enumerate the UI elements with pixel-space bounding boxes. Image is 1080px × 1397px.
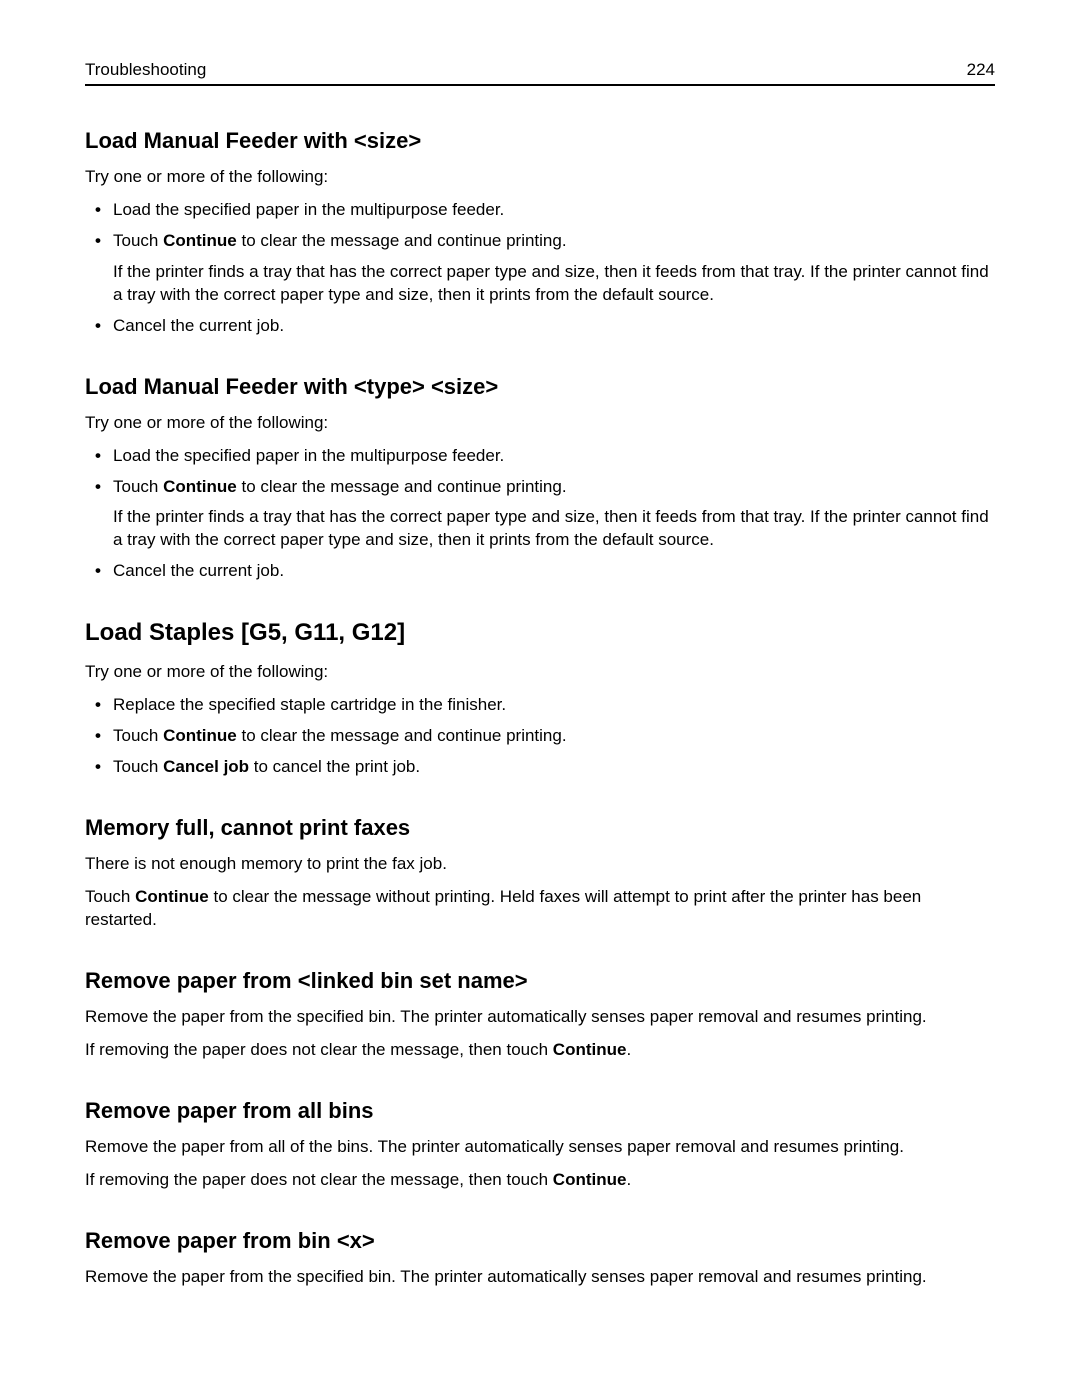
section-heading: Load Manual Feeder with <size> <box>85 128 995 154</box>
bullet-list: Load the specified paper in the multipur… <box>85 199 995 338</box>
section: Load Manual Feeder with <size> Try one or… <box>85 128 995 338</box>
section-intro: Try one or more of the following: <box>85 661 995 684</box>
page: Troubleshooting 224 Load Manual Feeder w… <box>0 0 1080 1349</box>
list-item: Load the specified paper in the multipur… <box>113 199 995 222</box>
list-item-post: to cancel the print job. <box>249 757 420 776</box>
list-item: Touch Cancel job to cancel the print job… <box>113 756 995 779</box>
section: Memory full, cannot print faxes There is … <box>85 815 995 932</box>
list-item: Load the specified paper in the multipur… <box>113 445 995 468</box>
list-item: Touch Continue to clear the message and … <box>113 230 995 307</box>
section-intro: Try one or more of the following: <box>85 412 995 435</box>
list-item-post: to clear the message and continue printi… <box>237 231 567 250</box>
paragraph: Remove the paper from the specified bin.… <box>85 1266 995 1289</box>
list-item-text: Cancel the current job. <box>113 316 284 335</box>
list-item-post: to clear the message and continue printi… <box>237 726 567 745</box>
section: Load Manual Feeder with <type> <size> Try… <box>85 374 995 584</box>
paragraph-text: Remove the paper from the specified bin.… <box>85 1007 927 1026</box>
list-item-text: Load the specified paper in the multipur… <box>113 200 504 219</box>
section-heading: Remove paper from <linked bin set name> <box>85 968 995 994</box>
page-header: Troubleshooting 224 <box>85 60 995 86</box>
list-item: Touch Continue to clear the message and … <box>113 725 995 748</box>
list-item-bold: Continue <box>163 477 237 496</box>
header-section-title: Troubleshooting <box>85 60 206 80</box>
paragraph-bold: Continue <box>553 1040 627 1059</box>
section: Remove paper from all bins Remove the pap… <box>85 1098 995 1192</box>
list-item-pre: Touch <box>113 757 163 776</box>
list-item-sub: If the printer finds a tray that has the… <box>113 261 995 307</box>
list-item-bold: Continue <box>163 726 237 745</box>
section-heading: Load Staples [G5, G11, G12] <box>85 619 995 647</box>
paragraph: Remove the paper from all of the bins. T… <box>85 1136 995 1159</box>
section-heading: Memory full, cannot print faxes <box>85 815 995 841</box>
list-item-text: Load the specified paper in the multipur… <box>113 446 504 465</box>
paragraph: There is not enough memory to print the … <box>85 853 995 876</box>
section-heading: Remove paper from bin <x> <box>85 1228 995 1254</box>
header-page-number: 224 <box>967 60 995 80</box>
paragraph-pre: If removing the paper does not clear the… <box>85 1040 553 1059</box>
list-item-post: to clear the message and continue printi… <box>237 477 567 496</box>
section: Remove paper from bin <x> Remove the pape… <box>85 1228 995 1289</box>
section: Load Staples [G5, G11, G12] Try one or mo… <box>85 619 995 779</box>
paragraph-text: Remove the paper from the specified bin.… <box>85 1267 927 1286</box>
list-item: Cancel the current job. <box>113 560 995 583</box>
paragraph-post: to clear the message without printing. H… <box>85 887 921 929</box>
list-item-pre: Touch <box>113 726 163 745</box>
list-item-pre: Touch <box>113 477 163 496</box>
paragraph: Touch Continue to clear the message with… <box>85 886 995 932</box>
paragraph-post: . <box>626 1170 631 1189</box>
paragraph: If removing the paper does not clear the… <box>85 1169 995 1192</box>
paragraph-text: Remove the paper from all of the bins. T… <box>85 1137 904 1156</box>
list-item-pre: Touch <box>113 231 163 250</box>
list-item-text: Cancel the current job. <box>113 561 284 580</box>
section-heading: Load Manual Feeder with <type> <size> <box>85 374 995 400</box>
section-heading: Remove paper from all bins <box>85 1098 995 1124</box>
list-item-sub: If the printer finds a tray that has the… <box>113 506 995 552</box>
paragraph: Remove the paper from the specified bin.… <box>85 1006 995 1029</box>
bullet-list: Load the specified paper in the multipur… <box>85 445 995 584</box>
paragraph: If removing the paper does not clear the… <box>85 1039 995 1062</box>
section: Remove paper from <linked bin set name> R… <box>85 968 995 1062</box>
paragraph-bold: Continue <box>135 887 209 906</box>
paragraph-post: . <box>626 1040 631 1059</box>
bullet-list: Replace the specified staple cartridge i… <box>85 694 995 779</box>
paragraph-bold: Continue <box>553 1170 627 1189</box>
list-item-bold: Continue <box>163 231 237 250</box>
list-item: Cancel the current job. <box>113 315 995 338</box>
content-body: Load Manual Feeder with <size> Try one or… <box>85 128 995 1289</box>
list-item-text: Replace the specified staple cartridge i… <box>113 695 506 714</box>
paragraph-pre: Touch <box>85 887 135 906</box>
list-item: Touch Continue to clear the message and … <box>113 476 995 553</box>
paragraph-pre: If removing the paper does not clear the… <box>85 1170 553 1189</box>
list-item: Replace the specified staple cartridge i… <box>113 694 995 717</box>
paragraph-text: There is not enough memory to print the … <box>85 854 447 873</box>
section-intro: Try one or more of the following: <box>85 166 995 189</box>
list-item-bold: Cancel job <box>163 757 249 776</box>
